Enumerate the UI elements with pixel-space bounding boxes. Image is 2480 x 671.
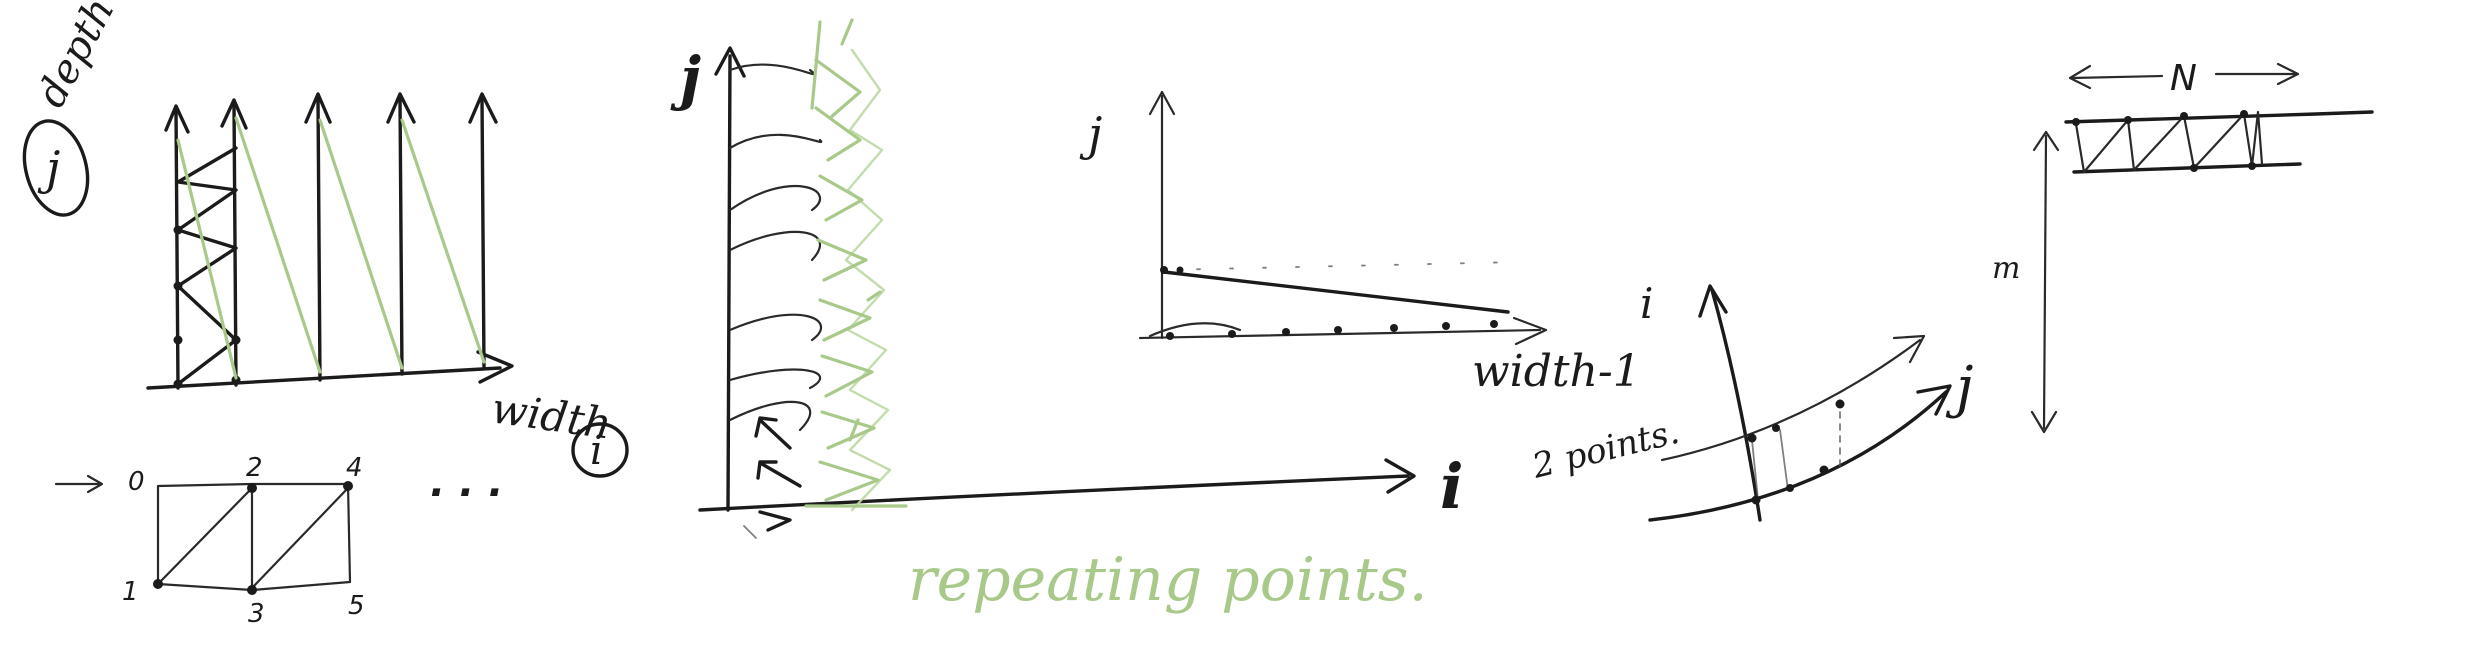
zigzag-nodes xyxy=(173,225,241,389)
grid-num-3: 3 xyxy=(248,599,265,629)
label-i-2: i xyxy=(1440,450,1464,523)
strip-nodes xyxy=(2072,110,2256,172)
numbered-grid: 0 1 2 3 4 5 . . . xyxy=(54,453,503,629)
label-i-3: i xyxy=(1640,279,1653,328)
curve-nodes xyxy=(1747,399,1845,505)
grid-ellipsis: . . . xyxy=(430,460,503,506)
sketch-curved-axes: j 2 points. xyxy=(1528,284,1973,522)
green-repeating-region xyxy=(804,18,908,512)
bottom-row-dots xyxy=(1166,320,1498,340)
axis-m xyxy=(2042,134,2048,430)
strip-bottom xyxy=(2072,162,2302,174)
strip-top xyxy=(2064,110,2374,124)
label-i-circled: i xyxy=(590,428,603,474)
axis-width-arrow xyxy=(476,350,514,384)
label-width-minus-1: width-1 xyxy=(1472,346,1641,397)
sketch-repeating-points: j i repeating point xyxy=(670,18,1464,615)
label-m: m xyxy=(1992,251,2020,286)
grid-lines xyxy=(156,482,352,592)
label-n: N xyxy=(2170,58,2197,99)
curve-upper xyxy=(1660,338,1922,462)
top-row-nodes xyxy=(1160,266,1184,274)
grid-nodes xyxy=(153,481,353,595)
bottom-row xyxy=(1148,322,1242,338)
circle-j xyxy=(22,119,90,217)
diagonal-3 xyxy=(1162,270,1510,314)
axis-width xyxy=(146,366,502,390)
axis-width-3 xyxy=(1138,328,1542,340)
sketch-depth-width: j depth widt xyxy=(22,0,629,478)
top-row-dots xyxy=(1163,261,1521,271)
grid-num-4: 4 xyxy=(346,453,363,483)
circle-i xyxy=(571,422,629,478)
axis-i-2 xyxy=(698,474,1410,512)
label-j-2: j xyxy=(670,44,701,112)
sketch-width-minus-1: j width-1 i xyxy=(1079,90,1653,397)
loops-black xyxy=(728,63,823,432)
green-diagonals xyxy=(176,116,486,380)
grid-num-0: 0 xyxy=(128,467,145,497)
axis-j-2 xyxy=(726,54,732,512)
label-depth: depth xyxy=(28,0,123,115)
sketch-n-by-m: N m xyxy=(1992,58,2374,434)
grid-num-5: 5 xyxy=(348,591,365,621)
curve-lower xyxy=(1648,390,1948,522)
grid-num-1: 1 xyxy=(122,577,139,607)
annotation-2-points: 2 points. xyxy=(1528,412,1684,487)
arrow-n xyxy=(2070,72,2298,80)
grid-num-2: 2 xyxy=(246,453,263,483)
annotation-repeating-points: repeating points. xyxy=(908,545,1428,615)
strip-diagonals xyxy=(2074,110,2264,174)
label-j-circled: j xyxy=(37,141,60,195)
axis-i-4 xyxy=(1710,288,1762,522)
label-j-3: j xyxy=(1079,107,1102,161)
